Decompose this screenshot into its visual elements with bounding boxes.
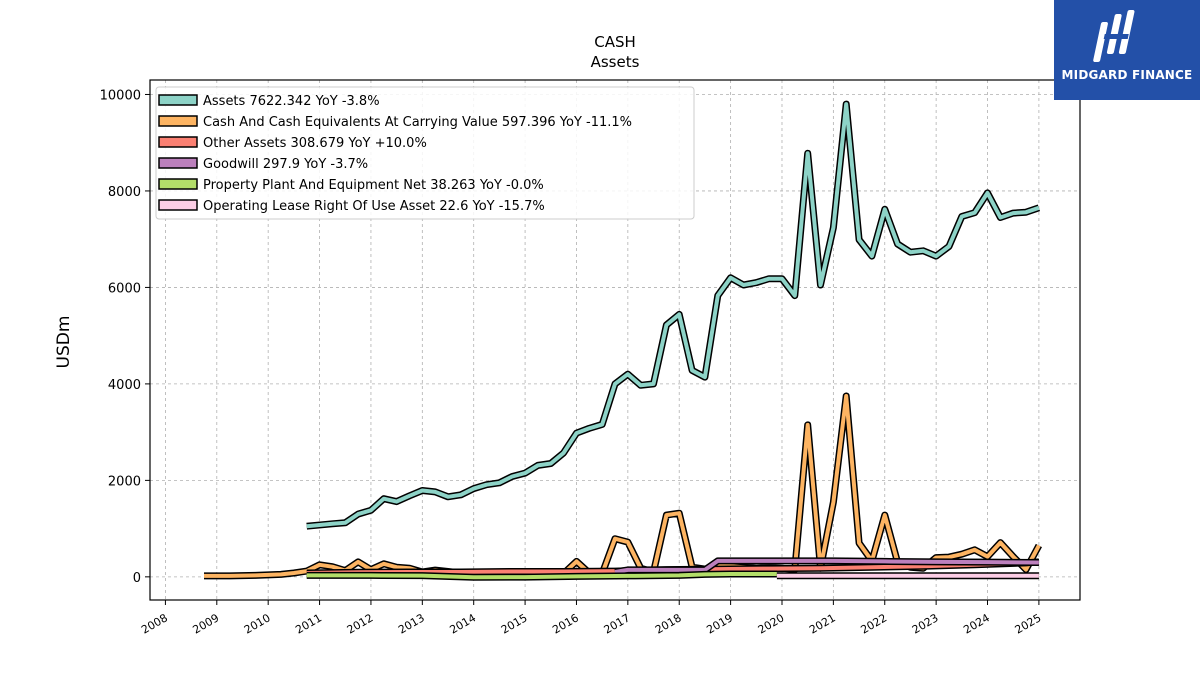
x-tick-label: 2017 xyxy=(602,611,633,636)
legend-swatch xyxy=(158,115,198,127)
y-tick-label: 2000 xyxy=(108,474,141,489)
x-tick-label: 2013 xyxy=(396,611,427,636)
y-tick-label: 8000 xyxy=(108,185,141,200)
x-tick-label: 2024 xyxy=(961,611,992,636)
chart-subtitle: Assets xyxy=(591,53,640,71)
series-outline xyxy=(204,392,1042,580)
brand-logo: MIDGARD FINANCE xyxy=(1054,0,1200,100)
legend-swatch xyxy=(158,157,198,169)
chart-title: CASH xyxy=(594,33,636,51)
series-stroke xyxy=(306,102,1040,529)
x-tick-label: 2010 xyxy=(242,611,273,636)
legend-entry: Operating Lease Right Of Use Asset 22.6 … xyxy=(203,199,545,214)
y-axis-label: USDm xyxy=(54,316,74,369)
x-tick-label: 2009 xyxy=(191,611,222,636)
series-stroke xyxy=(204,394,1041,578)
series-line-4 xyxy=(306,570,777,581)
y-tick-label: 4000 xyxy=(108,378,141,393)
x-tick-label: 2023 xyxy=(910,611,941,636)
y-tick-label: 10000 xyxy=(100,88,141,103)
legend-entry: Other Assets 308.679 YoY +10.0% xyxy=(203,136,427,151)
x-tick-label: 2016 xyxy=(550,611,581,636)
x-tick-label: 2019 xyxy=(704,611,735,636)
x-tick-label: 2008 xyxy=(139,611,170,636)
series-lines xyxy=(204,100,1042,581)
series-line-0 xyxy=(306,100,1041,530)
legend-entry: Cash And Cash Equivalents At Carrying Va… xyxy=(203,115,632,130)
brand-name: MIDGARD FINANCE xyxy=(1061,68,1193,82)
series-stroke xyxy=(306,572,777,580)
x-tick-label: 2011 xyxy=(293,611,324,636)
x-tick-label: 2021 xyxy=(807,611,838,636)
legend-swatch xyxy=(158,178,198,190)
x-tick-label: 2018 xyxy=(653,611,684,636)
x-tick-label: 2015 xyxy=(499,611,530,636)
y-tick-label: 6000 xyxy=(108,281,141,296)
legend-swatch xyxy=(158,199,198,211)
legend: Assets 7622.342 YoY -3.8% Cash And Cash E… xyxy=(155,86,695,220)
x-tick-label: 2025 xyxy=(1013,611,1044,636)
legend-entry: Goodwill 297.9 YoY -3.7% xyxy=(203,157,368,172)
legend-entry: Assets 7622.342 YoY -3.8% xyxy=(203,94,380,109)
legend-swatch xyxy=(158,136,198,148)
series-stroke xyxy=(614,558,1039,574)
legend-box xyxy=(155,86,695,220)
series-line-3 xyxy=(614,557,1039,576)
x-tick-label: 2022 xyxy=(859,611,890,636)
brand-mark-icon xyxy=(1093,10,1135,62)
x-tick-label: 2012 xyxy=(345,611,376,636)
legend-swatch xyxy=(158,94,198,106)
x-tick-label: 2020 xyxy=(756,611,787,636)
x-tick-label: 2014 xyxy=(447,611,478,636)
plot-frame xyxy=(149,79,1081,601)
series-line-1 xyxy=(204,392,1042,580)
y-tick-label: 0 xyxy=(133,571,141,586)
legend-entry: Property Plant And Equipment Net 38.263 … xyxy=(203,178,544,193)
